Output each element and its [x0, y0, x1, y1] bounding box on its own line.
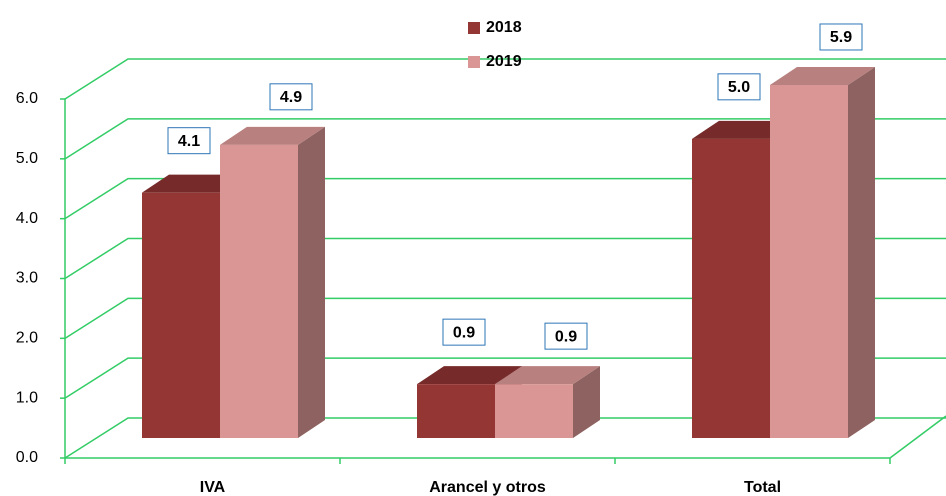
- value-label-box: [442, 318, 486, 346]
- grid-line: [64, 58, 946, 100]
- grid-line: [64, 118, 946, 160]
- grid-line: [64, 357, 946, 399]
- value-label: 4.1: [178, 133, 200, 150]
- bar: [142, 192, 220, 438]
- y-tick-label: 5.0: [16, 150, 38, 167]
- bar: [417, 384, 495, 438]
- x-tick-label: Arancel y otros: [429, 479, 546, 496]
- y-tick-label: 0.0: [16, 449, 38, 466]
- bar: [495, 384, 573, 438]
- bar-top: [770, 66, 875, 85]
- y-tick-label: 4.0: [16, 210, 38, 227]
- value-label-box: [269, 83, 313, 111]
- bar: [770, 84, 848, 438]
- value-label: 0.9: [453, 324, 475, 341]
- legend-swatch: [468, 56, 480, 68]
- bar-side: [848, 66, 875, 438]
- legend-swatch: [468, 22, 480, 34]
- value-label-box: [167, 127, 211, 155]
- grid-line: [64, 237, 946, 280]
- grid-line: [64, 417, 946, 459]
- value-label: 5.0: [728, 79, 750, 96]
- value-label-box: [544, 322, 588, 350]
- value-label: 0.9: [555, 328, 577, 345]
- x-tick-label: Total: [744, 479, 781, 496]
- bar-side: [298, 126, 325, 439]
- x-tick-label: IVA: [200, 479, 226, 496]
- floor-edge: [889, 415, 946, 459]
- value-label: 4.9: [280, 89, 302, 106]
- bar-side: [573, 366, 600, 438]
- y-tick-label: 6.0: [16, 90, 38, 107]
- value-label-box: [717, 73, 761, 101]
- bar-top: [220, 126, 325, 145]
- y-tick-label: 3.0: [16, 270, 38, 287]
- bar: [692, 138, 770, 439]
- bar-top: [495, 366, 600, 385]
- y-tick-label: 2.0: [16, 330, 38, 347]
- legend-label: 2018: [486, 19, 522, 36]
- value-label-box: [819, 23, 863, 51]
- value-label: 5.9: [830, 29, 852, 46]
- bar: [220, 144, 298, 439]
- grid-line: [64, 297, 946, 339]
- y-tick-label: 1.0: [16, 389, 38, 406]
- grid-line: [64, 177, 946, 220]
- legend-label: 2019: [486, 53, 522, 70]
- bar-top: [417, 366, 522, 385]
